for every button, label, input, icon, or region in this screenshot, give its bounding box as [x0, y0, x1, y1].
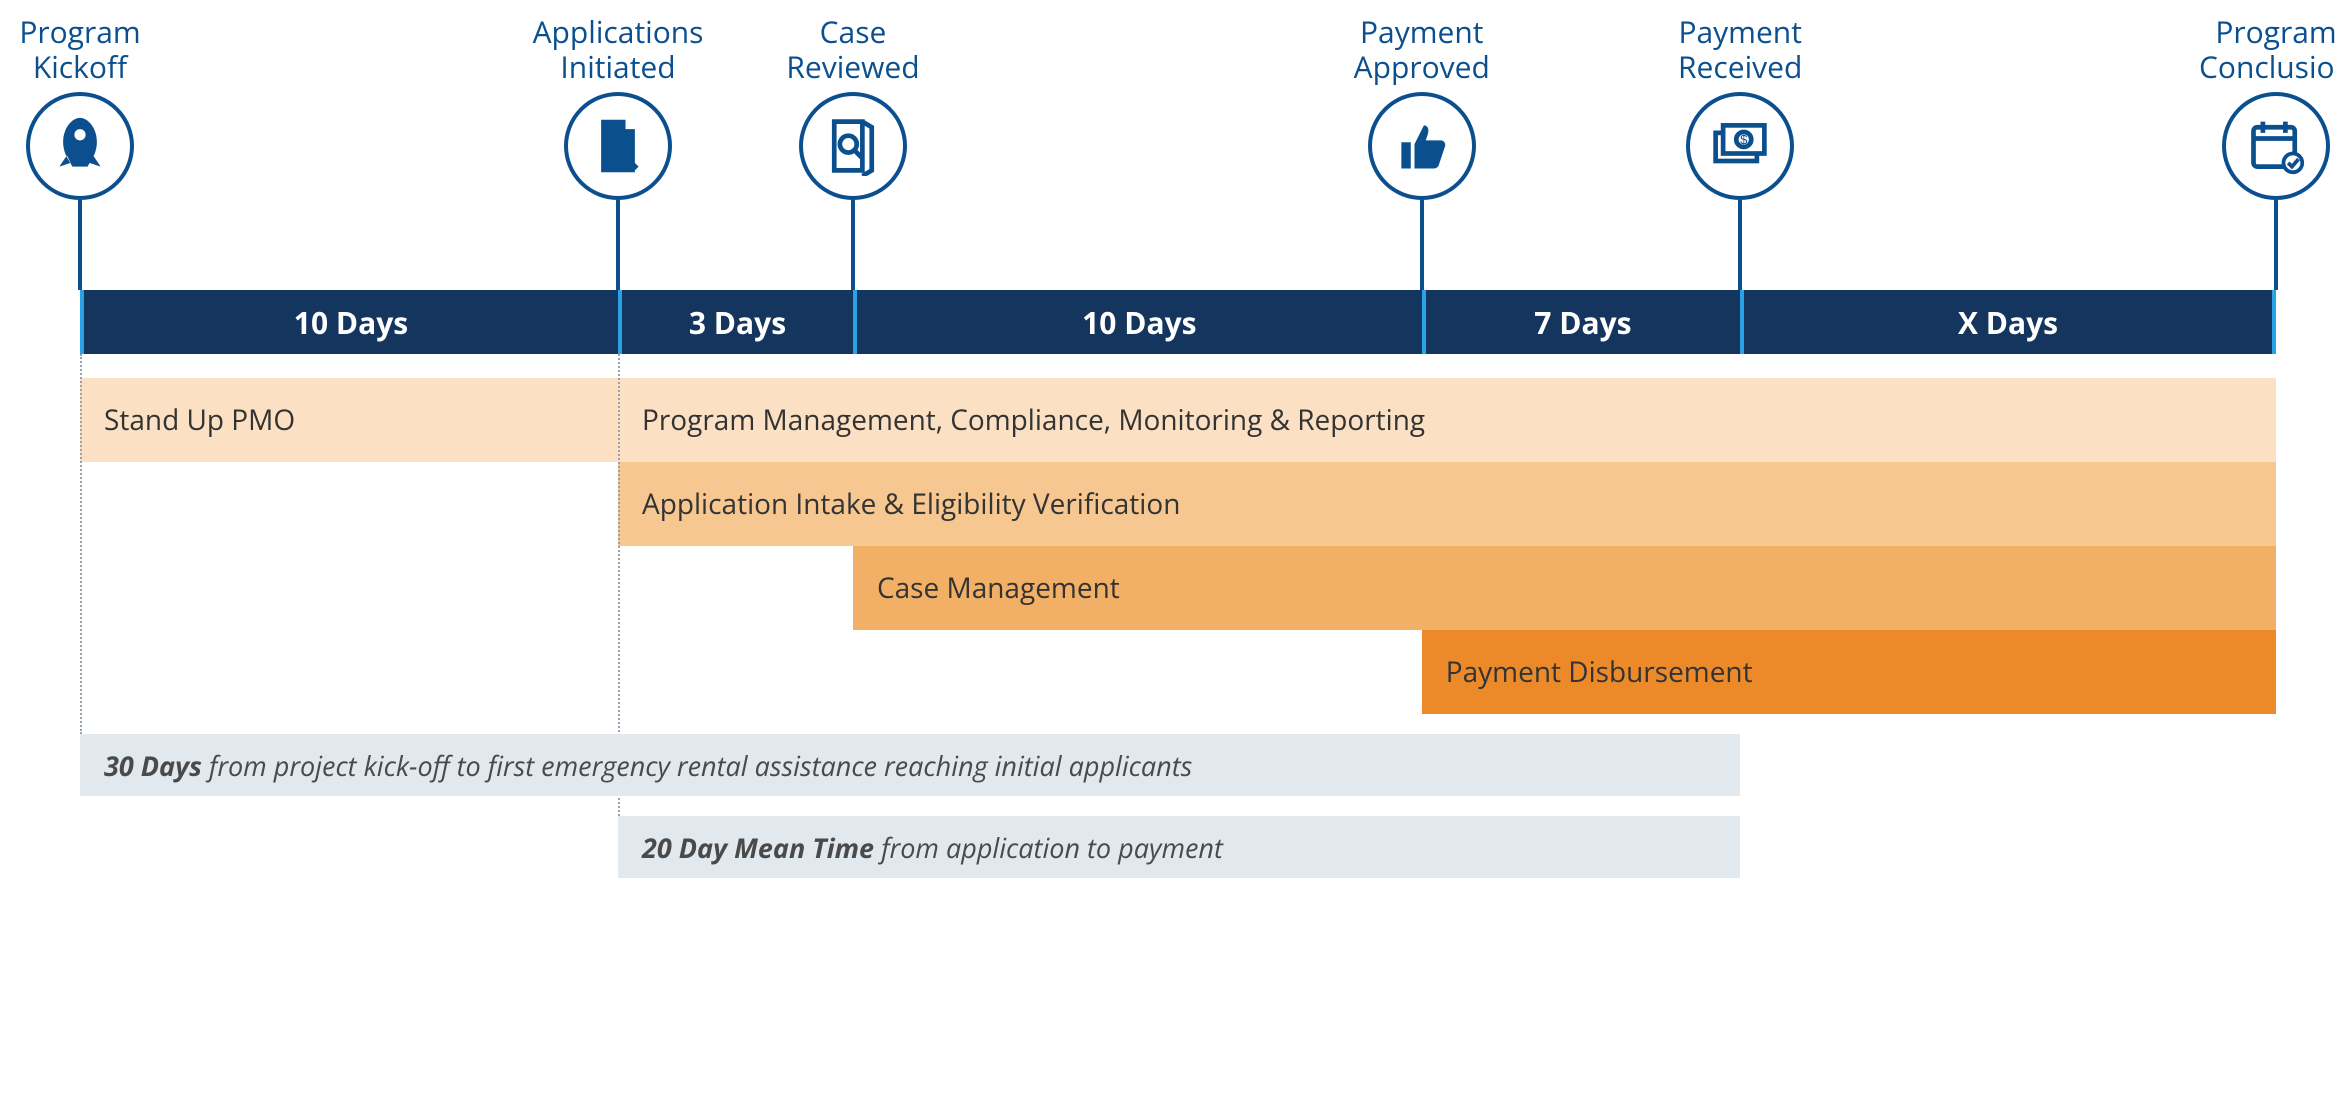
milestone-circle — [1368, 92, 1476, 200]
milestone-circle — [1686, 92, 1794, 200]
timeline-segment: 7 Days — [1422, 290, 1740, 354]
review-icon — [823, 116, 883, 176]
milestone-stem — [78, 200, 82, 290]
milestone-circle — [2222, 92, 2330, 200]
thumbsup-icon — [1392, 116, 1452, 176]
milestone-circle — [564, 92, 672, 200]
gantt-bar: Case Management — [853, 546, 2276, 630]
document-icon — [588, 116, 648, 176]
milestone-circle — [26, 92, 134, 200]
milestone-label: Program Conclusion — [2176, 10, 2336, 84]
milestone-stem — [851, 200, 855, 290]
milestone-row: Program Kickoff Applications Initiated Cas… — [0, 10, 2336, 290]
callout-bar: 20 Day Mean Time from application to pay… — [618, 816, 1740, 878]
milestone-stem — [1738, 200, 1742, 290]
milestone-stem — [616, 200, 620, 290]
milestone-case-reviewed: Case Reviewed — [753, 10, 953, 290]
callout-rest: from project kick-off to first emergency… — [202, 747, 1192, 784]
callout-strong: 20 Day Mean Time — [642, 829, 874, 866]
callout-bar: 30 Days from project kick-off to first e… — [80, 734, 1740, 796]
milestone-label: Payment Approved — [1322, 10, 1522, 84]
gantt-bar: Stand Up PMO — [80, 378, 618, 462]
milestone-label: Program Kickoff — [0, 10, 180, 84]
milestone-label: Applications Initiated — [518, 10, 718, 84]
timeline-segment: X Days — [1740, 290, 2276, 354]
milestone-label: Payment Received — [1640, 10, 1840, 84]
milestone-stem — [2274, 200, 2278, 290]
milestone-applications-initiated: Applications Initiated — [518, 10, 718, 290]
milestone-payment-received: Payment Received — [1640, 10, 1840, 290]
timeline-segment: 3 Days — [618, 290, 853, 354]
milestone-circle — [799, 92, 907, 200]
money-icon — [1710, 116, 1770, 176]
track: 10 Days3 Days10 Days7 DaysX Days Stand U… — [80, 290, 2276, 898]
callout-strong: 30 Days — [104, 747, 202, 784]
program-timeline-diagram: Program Kickoff Applications Initiated Cas… — [0, 10, 2336, 898]
milestone-label: Case Reviewed — [753, 10, 953, 84]
spacer — [80, 354, 2276, 378]
timeline-segment: 10 Days — [80, 290, 618, 354]
gantt-bar: Application Intake & Eligibility Verific… — [618, 462, 2276, 546]
milestone-program-kickoff: Program Kickoff — [0, 10, 180, 290]
milestone-program-conclusion: Program Conclusion — [2176, 10, 2336, 290]
milestone-payment-approved: Payment Approved — [1322, 10, 1522, 290]
callout-rest: from application to payment — [874, 829, 1223, 866]
gantt-bar: Program Management, Compliance, Monitori… — [618, 378, 2276, 462]
gantt-bar: Payment Disbursement — [1422, 630, 2276, 714]
dotted-guide — [80, 354, 82, 734]
calendar-icon — [2246, 116, 2306, 176]
rocket-icon — [50, 116, 110, 176]
milestone-stem — [1420, 200, 1424, 290]
timeline-segment: 10 Days — [853, 290, 1422, 354]
gantt-area: Stand Up PMOProgram Management, Complian… — [80, 378, 2276, 714]
timeline-header: 10 Days3 Days10 Days7 DaysX Days — [80, 290, 2276, 354]
